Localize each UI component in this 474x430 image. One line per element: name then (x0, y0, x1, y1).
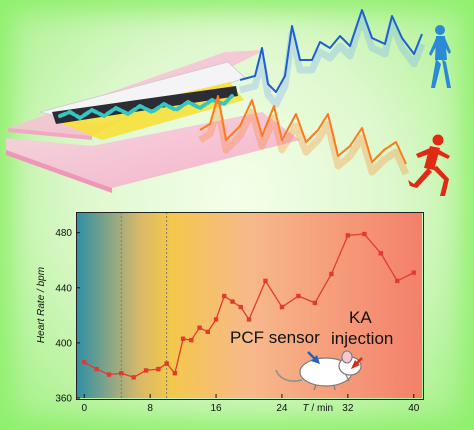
injection-label: injection (331, 329, 393, 348)
data-point-12 (205, 329, 211, 335)
x-axis-label: T / min (303, 403, 334, 414)
pcf-sensor-label: PCF sensor (230, 328, 320, 347)
orange-trace (199, 95, 407, 165)
data-point-23 (345, 233, 351, 238)
sensor-illustration (6, 50, 300, 193)
data-point-16 (238, 304, 243, 310)
data-point-1 (94, 366, 99, 372)
y-tick-label-1: 400 (55, 338, 72, 349)
data-point-22 (329, 271, 334, 277)
x-tick-label-2: 16 (210, 403, 222, 414)
heart-rate-chart: 0 8 16 24 32 40 360 400 440 480 PCF sensor KA inj… (36, 212, 422, 414)
data-point-24 (362, 231, 367, 237)
y-tick-label-3: 480 (55, 228, 72, 239)
data-point-15 (230, 299, 235, 304)
data-point-20 (296, 293, 301, 299)
active-layer-texture (58, 94, 234, 121)
wave-traces (198, 9, 426, 176)
data-point-8 (172, 371, 178, 376)
data-point-2 (106, 372, 112, 377)
heart-rate-data-points (82, 231, 416, 380)
data-point-9 (180, 336, 186, 341)
walking-person-icon (429, 25, 451, 88)
ka-label: KA (349, 308, 372, 327)
x-tick-label-4: 32 (342, 403, 354, 414)
data-point-26 (395, 278, 400, 284)
plot-frame (76, 212, 424, 400)
data-point-19 (279, 304, 285, 310)
data-point-18 (263, 278, 268, 284)
plot-background (76, 212, 422, 398)
heart-rate-series-line (83, 233, 415, 379)
data-point-10 (189, 337, 194, 343)
y-axis-label: Heart Rate / bpm (36, 267, 47, 343)
data-point-14 (222, 293, 227, 299)
data-point-13 (213, 317, 219, 322)
pink-film-top-edge (8, 128, 92, 140)
data-point-17 (246, 317, 252, 322)
pink-film-bottom (6, 112, 300, 188)
data-point-7 (164, 361, 169, 366)
x-tick-label-5: 40 (408, 403, 420, 414)
injection-pointer-arrowhead (351, 360, 360, 369)
data-point-6 (156, 366, 161, 372)
data-point-0 (82, 359, 87, 365)
sensor-pointer-arrowhead (311, 355, 320, 364)
x-tick-label-3: 24 (276, 403, 288, 414)
x-tick-label-0: 0 (81, 403, 87, 414)
data-point-5 (143, 368, 149, 373)
data-point-25 (378, 251, 384, 256)
y-tick-label-2: 440 (55, 283, 72, 294)
blue-trace-glow (239, 14, 426, 108)
x-axis-label-variable: T (303, 403, 310, 414)
phase-dividers (120, 212, 168, 398)
x-tick-label-1: 8 (147, 403, 153, 414)
data-point-4 (131, 375, 136, 380)
x-axis-label-unit: / min (309, 403, 333, 414)
blue-trace (239, 9, 423, 93)
data-point-27 (411, 270, 416, 275)
orange-trace-glow (198, 104, 410, 176)
y-tick-label-0: 360 (55, 394, 72, 405)
data-point-11 (197, 325, 202, 330)
data-point-3 (119, 371, 124, 376)
pink-film-bottom-edge (6, 150, 112, 193)
running-person-icon (408, 134, 450, 196)
data-point-21 (312, 300, 318, 306)
